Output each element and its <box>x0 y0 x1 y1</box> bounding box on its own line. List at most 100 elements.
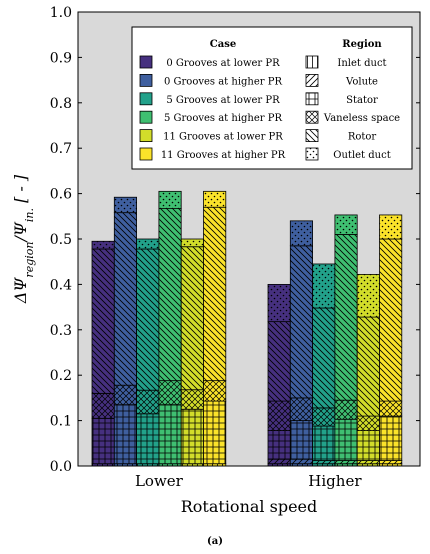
legend-case-title: Case <box>210 39 236 50</box>
bar-higher-3-stator-hatch <box>334 418 358 461</box>
bar-lower-0-outlet-duct-hatch <box>91 240 115 250</box>
x-axis-title: Rotational speed <box>181 497 318 516</box>
bar-lower-5-outlet-duct-hatch <box>203 190 227 208</box>
plot-frame <box>77 11 421 467</box>
bar-lower-1-stator-hatch <box>113 404 138 465</box>
legend-box <box>131 26 413 170</box>
legend-region-label: Outlet duct <box>333 150 390 161</box>
legend-case-label: 0 Grooves at higher PR <box>164 76 282 87</box>
figure-caption: (a) <box>207 536 223 547</box>
bar-lower-2-outlet-duct-hatch <box>136 238 160 250</box>
y-tick-label: 0.9 <box>50 50 72 66</box>
legend-case-label: 11 Grooves at lower PR <box>163 132 283 143</box>
y-tick-label: 0.7 <box>50 141 72 157</box>
bar-lower-1-rotor-hatch <box>113 212 138 386</box>
bar-lower-3-vaneless-space-hatch <box>158 380 182 406</box>
bar-higher-4-volute-hatch <box>356 460 380 465</box>
bar-higher-3-outlet-duct-hatch <box>334 214 358 235</box>
bar-higher-0-outlet-duct-hatch <box>267 283 291 323</box>
bar-lower-4-vaneless-space-hatch <box>180 389 204 410</box>
bar-lower-2-vaneless-space-hatch <box>136 389 160 415</box>
legend-case-swatch <box>139 147 153 161</box>
legend-region-label: Inlet duct <box>337 58 386 69</box>
y-tick-label: 0.3 <box>50 323 72 339</box>
legend-case-label: 0 Grooves at lower PR <box>166 58 280 69</box>
y-tick-label: 0.4 <box>50 277 72 293</box>
legend-region-swatch <box>305 147 319 161</box>
bar-lower-4-rotor-hatch <box>180 246 204 391</box>
bar-higher-5-outlet-duct-hatch <box>379 214 403 240</box>
y-tick-label: 0.6 <box>50 187 72 203</box>
bar-higher-5-rotor-hatch <box>379 238 403 402</box>
bar-higher-4-stator-hatch <box>356 430 380 461</box>
legend: Case Region 0 Grooves at lower PR 0 Groov… <box>131 26 413 170</box>
y-tick-label: 0.8 <box>50 96 72 112</box>
bar-higher-0-rotor-hatch <box>267 321 291 402</box>
legend-region-swatch <box>305 55 319 69</box>
bar-lower-2-rotor-hatch <box>136 248 160 391</box>
legend-region-label: Rotor <box>348 132 377 143</box>
bar-lower-4-outlet-duct-hatch <box>180 238 204 248</box>
bar-higher-0-stator-hatch <box>267 430 291 460</box>
legend-region-label: Volute <box>345 76 378 87</box>
bar-lower-3-rotor-hatch <box>158 208 182 382</box>
bar-higher-1-volute-hatch <box>289 458 313 465</box>
legend-case-swatch <box>139 129 153 143</box>
x-category-label: Lower <box>135 472 184 490</box>
bar-lower-4-stator-hatch <box>180 408 204 465</box>
legend-region-label: Vaneless space <box>323 113 400 124</box>
bar-higher-2-outlet-duct-hatch <box>312 263 336 309</box>
legend-region-title: Region <box>342 39 382 50</box>
legend-case-swatch <box>139 55 153 69</box>
legend-region-swatch <box>305 110 319 124</box>
bar-higher-5-vaneless-space-hatch <box>379 400 403 417</box>
bar-lower-1-outlet-duct-hatch <box>113 196 138 214</box>
bar-higher-1-vaneless-space-hatch <box>289 397 313 421</box>
legend-case-label: 5 Grooves at higher PR <box>164 113 282 124</box>
bar-higher-2-volute-hatch <box>312 460 336 465</box>
bar-higher-3-rotor-hatch <box>334 234 358 401</box>
bar-higher-2-rotor-hatch <box>312 307 336 409</box>
bars-group <box>91 190 403 467</box>
y-tick-label: 0.2 <box>50 368 72 384</box>
bar-higher-5-volute-hatch <box>379 460 403 465</box>
bar-lower-1-vaneless-space-hatch <box>113 384 138 406</box>
bar-lower-0-stator-hatch <box>91 417 115 465</box>
x-category-label: Higher <box>308 472 362 490</box>
bar-higher-2-stator-hatch <box>312 425 336 461</box>
x-axis: Lower Higher <box>135 462 362 490</box>
bar-higher-1-stator-hatch <box>289 420 313 460</box>
bar-lower-5-rotor-hatch <box>203 206 227 382</box>
legend-region-swatch <box>305 74 319 87</box>
bar-higher-0-volute-hatch <box>267 458 291 465</box>
bar-lower-5-vaneless-space-hatch <box>203 380 227 402</box>
legend-region-label: Stator <box>346 95 378 106</box>
y-tick-label: 0.1 <box>50 414 72 430</box>
y-tick-label: 0.5 <box>50 232 72 248</box>
bar-lower-3-outlet-duct-hatch <box>158 190 182 209</box>
bar-higher-3-vaneless-space-hatch <box>334 399 358 420</box>
legend-case-label: 5 Grooves at lower PR <box>166 95 280 106</box>
bar-lower-5-stator-hatch <box>203 400 227 465</box>
bar-higher-0-vaneless-space-hatch <box>267 400 291 431</box>
legend-case-swatch <box>139 110 153 124</box>
bar-higher-4-rotor-hatch <box>356 316 380 417</box>
bar-higher-1-rotor-hatch <box>289 245 313 399</box>
bar-higher-2-vaneless-space-hatch <box>312 407 336 427</box>
bar-higher-1-outlet-duct-hatch <box>289 220 313 247</box>
legend-case-swatch <box>139 74 153 87</box>
y-axis-title: ΔΨregion/Ψin. [ - ] <box>11 174 36 304</box>
y-tick-label: 0.0 <box>50 459 72 475</box>
legend-region-swatch <box>305 92 319 106</box>
bar-higher-4-outlet-duct-hatch <box>356 274 380 318</box>
bar-lower-0-rotor-hatch <box>91 248 115 394</box>
bar-lower-2-stator-hatch <box>136 413 160 465</box>
bar-lower-0-vaneless-space-hatch <box>91 392 115 419</box>
legend-case-swatch <box>139 92 153 106</box>
bar-higher-5-stator-hatch <box>379 415 403 461</box>
legend-region-swatch <box>305 129 319 143</box>
y-axis: 0.0 0.1 0.2 0.3 0.4 0.5 0.6 0.7 0.8 0.9 1.0 <box>50 5 420 475</box>
bar-higher-3-volute-hatch <box>334 460 358 465</box>
